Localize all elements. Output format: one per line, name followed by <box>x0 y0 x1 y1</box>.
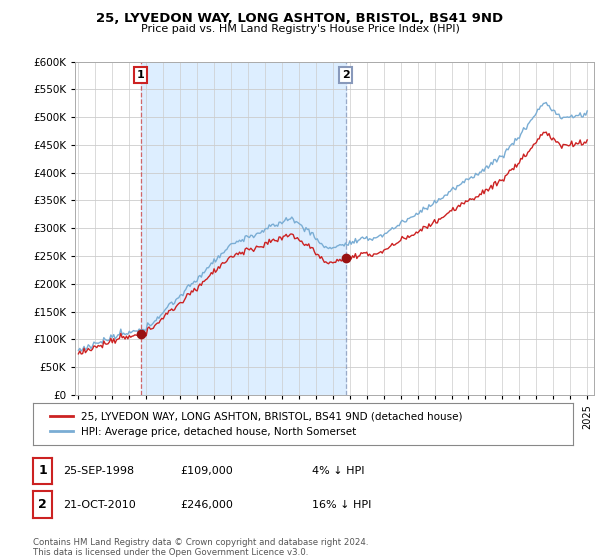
Text: Price paid vs. HM Land Registry's House Price Index (HPI): Price paid vs. HM Land Registry's House … <box>140 24 460 34</box>
Text: 21-OCT-2010: 21-OCT-2010 <box>63 500 136 510</box>
Text: 2: 2 <box>341 70 349 80</box>
Text: Contains HM Land Registry data © Crown copyright and database right 2024.
This d: Contains HM Land Registry data © Crown c… <box>33 538 368 557</box>
Text: 4% ↓ HPI: 4% ↓ HPI <box>312 466 365 476</box>
Bar <box>140 62 346 395</box>
Text: 2: 2 <box>38 498 47 511</box>
Text: £109,000: £109,000 <box>180 466 233 476</box>
Text: 25-SEP-1998: 25-SEP-1998 <box>63 466 134 476</box>
Text: 1: 1 <box>38 464 47 478</box>
Text: 25, LYVEDON WAY, LONG ASHTON, BRISTOL, BS41 9ND: 25, LYVEDON WAY, LONG ASHTON, BRISTOL, B… <box>97 12 503 25</box>
Text: £246,000: £246,000 <box>180 500 233 510</box>
Legend: 25, LYVEDON WAY, LONG ASHTON, BRISTOL, BS41 9ND (detached house), HPI: Average p: 25, LYVEDON WAY, LONG ASHTON, BRISTOL, B… <box>44 405 469 443</box>
Text: 16% ↓ HPI: 16% ↓ HPI <box>312 500 371 510</box>
Text: 1: 1 <box>137 70 145 80</box>
